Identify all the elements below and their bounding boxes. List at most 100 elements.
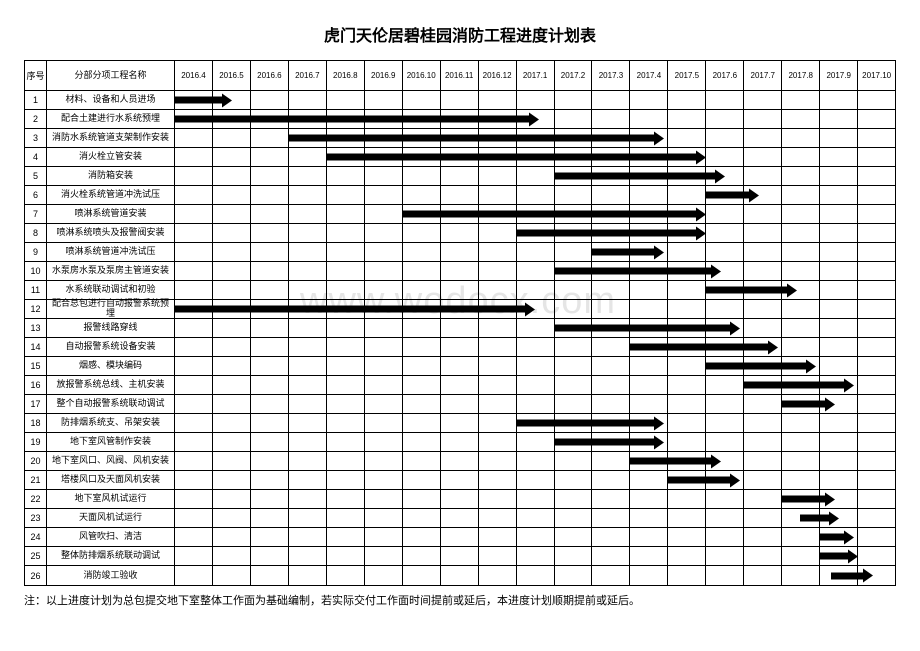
row-name: 喷淋系统管道冲洗试压	[47, 243, 175, 261]
table-row: 15烟感、模块编码	[25, 357, 895, 376]
month-header-cell: 2017.4	[630, 61, 668, 90]
table-row: 5消防箱安装	[25, 167, 895, 186]
month-header-cell: 2016.6	[251, 61, 289, 90]
row-seq: 19	[25, 433, 47, 451]
month-header-cell: 2017.8	[782, 61, 820, 90]
row-seq: 14	[25, 338, 47, 356]
row-bar-area	[175, 281, 895, 299]
row-seq: 23	[25, 509, 47, 527]
table-row: 13报警线路穿线	[25, 319, 895, 338]
row-name: 水系统联动调试和初验	[47, 281, 175, 299]
table-row: 10水泵房水泵及泵房主管道安装	[25, 262, 895, 281]
row-bar-area	[175, 547, 895, 565]
row-name: 整个自动报警系统联动调试	[47, 395, 175, 413]
row-seq: 4	[25, 148, 47, 166]
gantt-bar	[554, 439, 656, 446]
table-row: 16放报警系统总线、主机安装	[25, 376, 895, 395]
month-header-cell: 2016.4	[175, 61, 213, 90]
row-bar-area	[175, 528, 895, 546]
row-bar-area	[175, 167, 895, 185]
row-name: 消防竣工验收	[47, 566, 175, 585]
table-row: 19地下室风管制作安装	[25, 433, 895, 452]
gantt-chart: 序号 分部分项工程名称 2016.42016.52016.62016.72016…	[24, 60, 896, 586]
row-bar-area	[175, 490, 895, 508]
table-row: 4消火栓立管安装	[25, 148, 895, 167]
gantt-bar	[516, 230, 698, 237]
row-bar-area	[175, 262, 895, 280]
row-name: 水泵房水泵及泵房主管道安装	[47, 262, 175, 280]
gantt-bar	[554, 325, 732, 332]
header-months: 2016.42016.52016.62016.72016.82016.92016…	[175, 61, 895, 90]
row-bar-area	[175, 319, 895, 337]
header-row: 序号 分部分项工程名称 2016.42016.52016.62016.72016…	[25, 61, 895, 91]
row-bar-area	[175, 357, 895, 375]
row-name: 防排烟系统支、吊架安装	[47, 414, 175, 432]
row-bar-area	[175, 452, 895, 470]
gantt-bar	[327, 154, 698, 161]
header-name: 分部分项工程名称	[47, 61, 175, 90]
gantt-bar	[743, 382, 845, 389]
row-name: 整体防排烟系统联动调试	[47, 547, 175, 565]
row-bar-area	[175, 129, 895, 147]
row-bar-area	[175, 376, 895, 394]
row-seq: 5	[25, 167, 47, 185]
row-bar-area	[175, 205, 895, 223]
row-seq: 25	[25, 547, 47, 565]
table-row: 12配合总包进行自动报警系统预埋	[25, 300, 895, 319]
row-bar-area	[175, 509, 895, 527]
row-seq: 24	[25, 528, 47, 546]
month-header-cell: 2016.8	[327, 61, 365, 90]
gantt-bar	[175, 306, 527, 313]
row-seq: 10	[25, 262, 47, 280]
row-name: 配合总包进行自动报警系统预埋	[47, 300, 175, 318]
row-name: 报警线路穿线	[47, 319, 175, 337]
row-seq: 18	[25, 414, 47, 432]
row-bar-area	[175, 300, 895, 318]
gantt-bar	[668, 477, 732, 484]
row-bar-area	[175, 243, 895, 261]
row-name: 地下室风口、风阀、风机安装	[47, 452, 175, 470]
row-name: 天面风机试运行	[47, 509, 175, 527]
row-seq: 21	[25, 471, 47, 489]
table-row: 20地下室风口、风阀、风机安装	[25, 452, 895, 471]
row-bar-area	[175, 224, 895, 242]
gantt-bar	[706, 192, 751, 199]
row-seq: 17	[25, 395, 47, 413]
table-row: 24风管吹扫、清洁	[25, 528, 895, 547]
row-seq: 8	[25, 224, 47, 242]
row-name: 消火栓立管安装	[47, 148, 175, 166]
gantt-bar	[781, 496, 826, 503]
row-bar-area	[175, 110, 895, 128]
row-name: 消防水系统管道支架制作安装	[47, 129, 175, 147]
month-header-cell: 2016.12	[479, 61, 517, 90]
row-bar-area	[175, 91, 895, 109]
row-name: 烟感、模块编码	[47, 357, 175, 375]
table-row: 2配合土建进行水系统预埋	[25, 110, 895, 129]
month-header-cell: 2016.5	[213, 61, 251, 90]
table-row: 26消防竣工验收	[25, 566, 895, 585]
page-title: 虎门天伦居碧桂园消防工程进度计划表	[24, 22, 896, 46]
gantt-bar	[706, 363, 808, 370]
row-bar-area	[175, 433, 895, 451]
header-seq: 序号	[25, 61, 47, 90]
gantt-bar	[175, 116, 531, 123]
row-seq: 16	[25, 376, 47, 394]
table-row: 9喷淋系统管道冲洗试压	[25, 243, 895, 262]
footnote-text: 注：以上进度计划为总包提交地下室整体工作面为基础编制，若实际交付工作面时间提前或…	[24, 592, 896, 608]
row-bar-area	[175, 338, 895, 356]
row-bar-area	[175, 186, 895, 204]
row-bar-area	[175, 471, 895, 489]
row-name: 塔楼风口及天面风机安装	[47, 471, 175, 489]
row-seq: 11	[25, 281, 47, 299]
gantt-bar	[800, 515, 830, 522]
month-header-cell: 2017.9	[820, 61, 858, 90]
row-seq: 3	[25, 129, 47, 147]
gantt-bar	[175, 97, 224, 104]
row-name: 风管吹扫、清洁	[47, 528, 175, 546]
row-seq: 20	[25, 452, 47, 470]
month-header-cell: 2017.5	[668, 61, 706, 90]
row-name: 地下室风机试运行	[47, 490, 175, 508]
table-row: 23天面风机试运行	[25, 509, 895, 528]
row-seq: 1	[25, 91, 47, 109]
month-header-cell: 2016.10	[403, 61, 441, 90]
